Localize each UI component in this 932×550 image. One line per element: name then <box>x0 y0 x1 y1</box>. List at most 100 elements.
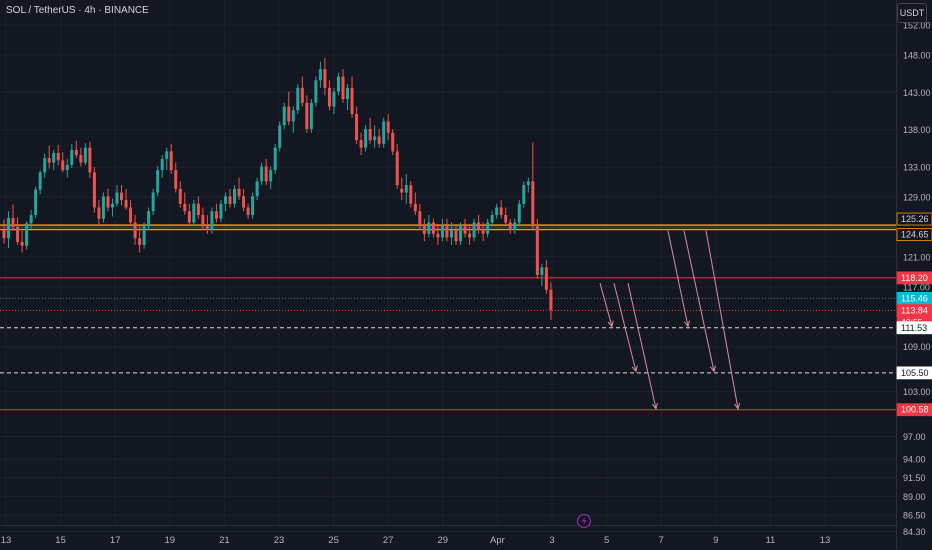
candle-body <box>477 222 481 230</box>
projection-arrow-line <box>613 282 637 372</box>
candle-body <box>400 188 404 193</box>
price-tick-label: 89.00 <box>903 492 926 502</box>
symbol-title[interactable]: SOL / TetherUS · 4h · BINANCE <box>6 5 149 16</box>
candle-body <box>513 222 517 230</box>
candle-body <box>255 181 259 197</box>
candle-body <box>278 125 282 148</box>
candle-body <box>251 196 255 216</box>
price-tick-label: 109.00 <box>903 342 931 352</box>
candle-body <box>142 226 146 245</box>
candle-body <box>490 215 494 223</box>
time-axis[interactable]: 13 15 17 19 21 23 25 27 29 Apr 3 5 7 9 11 13 <box>1 535 831 546</box>
candle-body <box>120 192 124 201</box>
time-tick-label: 19 <box>165 535 176 546</box>
candle-body <box>309 102 313 129</box>
candle-body <box>201 215 205 227</box>
candle-body <box>88 147 92 173</box>
candle-body <box>463 226 467 234</box>
candle-body <box>192 203 196 223</box>
flash-icon[interactable] <box>576 513 592 529</box>
candle-body <box>332 91 336 107</box>
candle-body <box>187 211 191 223</box>
projection-arrow-head <box>631 365 638 373</box>
candle-body <box>508 222 512 230</box>
candle-body <box>160 158 164 171</box>
projection-arrow-head <box>709 365 716 373</box>
candle-body <box>169 151 173 171</box>
candlestick-series <box>2 57 553 320</box>
price-tag-label: 100.58 <box>901 405 929 415</box>
price-tick-label: 117.00 <box>903 282 930 292</box>
price-tag-111-53 <box>896 321 932 335</box>
price-axis[interactable]: 152.00 148.00 143.00 138.00 133.00 129.00 121.… <box>903 20 931 537</box>
candle-body <box>124 200 128 208</box>
price-tick-label: 103.00 <box>903 387 931 397</box>
price-tag-105-50 <box>896 366 932 380</box>
candle-body <box>531 181 535 227</box>
candle-body <box>549 289 553 311</box>
candle-body <box>70 149 74 165</box>
candle-body <box>327 87 331 107</box>
time-tick-label: 27 <box>383 535 394 546</box>
candle-body <box>110 203 114 208</box>
candle-body <box>156 170 160 193</box>
candle-body <box>404 185 408 193</box>
time-tick-label: 9 <box>713 535 718 546</box>
horizontal-levels <box>0 224 896 411</box>
candle-body <box>305 102 309 129</box>
projection-arrow-line <box>683 230 715 372</box>
price-tag-label: 111.53 <box>901 323 927 333</box>
projection-arrows <box>599 230 741 410</box>
candle-body <box>219 203 223 219</box>
candle-body <box>138 238 142 245</box>
time-tick-label: 15 <box>55 535 66 546</box>
candle-body <box>237 188 241 197</box>
candle-body <box>43 158 47 173</box>
candle-body <box>79 155 83 163</box>
candle-body <box>174 170 178 189</box>
price-tick-label: 138.00 <box>903 125 931 135</box>
candle-body <box>391 132 395 152</box>
price-tag-label: 105.50 <box>901 368 929 378</box>
candle-body <box>427 222 431 234</box>
projection-arrow-line <box>705 230 739 409</box>
time-tick-label: 29 <box>438 535 449 546</box>
candle-body <box>341 76 345 100</box>
price-tick-label: 84.30 <box>903 527 926 537</box>
candle-body <box>291 110 295 122</box>
candle-body <box>300 87 304 103</box>
candle-body <box>472 222 476 238</box>
candle-body <box>449 229 453 238</box>
price-tick-label: 129.00 <box>903 193 931 203</box>
candle-body <box>65 164 69 171</box>
candle-body <box>183 203 187 212</box>
price-tick-label: 133.00 <box>903 163 931 173</box>
candle-body <box>323 69 327 88</box>
grid-lines <box>0 0 896 533</box>
candle-body <box>540 267 544 275</box>
candle-body <box>92 172 96 208</box>
candle-body <box>431 222 435 234</box>
time-tick-label: 25 <box>328 535 339 546</box>
candle-body <box>359 140 363 148</box>
candle-body <box>418 211 422 227</box>
candle-body <box>481 229 485 234</box>
projection-arrow-line <box>599 282 613 327</box>
candle-body <box>52 152 56 163</box>
candle-body <box>214 211 218 219</box>
candle-body <box>264 166 268 182</box>
projection-arrow-head <box>734 402 741 410</box>
currency-button[interactable]: USDT <box>897 3 927 23</box>
candle-body <box>273 147 277 171</box>
candle-body <box>377 136 381 144</box>
candle-body <box>440 226 444 238</box>
price-tags: 125.26124.65118.20115.46113.8440:55111.5… <box>896 212 932 417</box>
candle-body <box>74 149 78 156</box>
candle-body <box>269 170 273 182</box>
time-tick-label: 7 <box>659 535 664 546</box>
candle-body <box>409 185 413 204</box>
candle-body <box>535 226 539 275</box>
candle-body <box>526 181 530 186</box>
projection-arrow-head <box>651 402 658 410</box>
